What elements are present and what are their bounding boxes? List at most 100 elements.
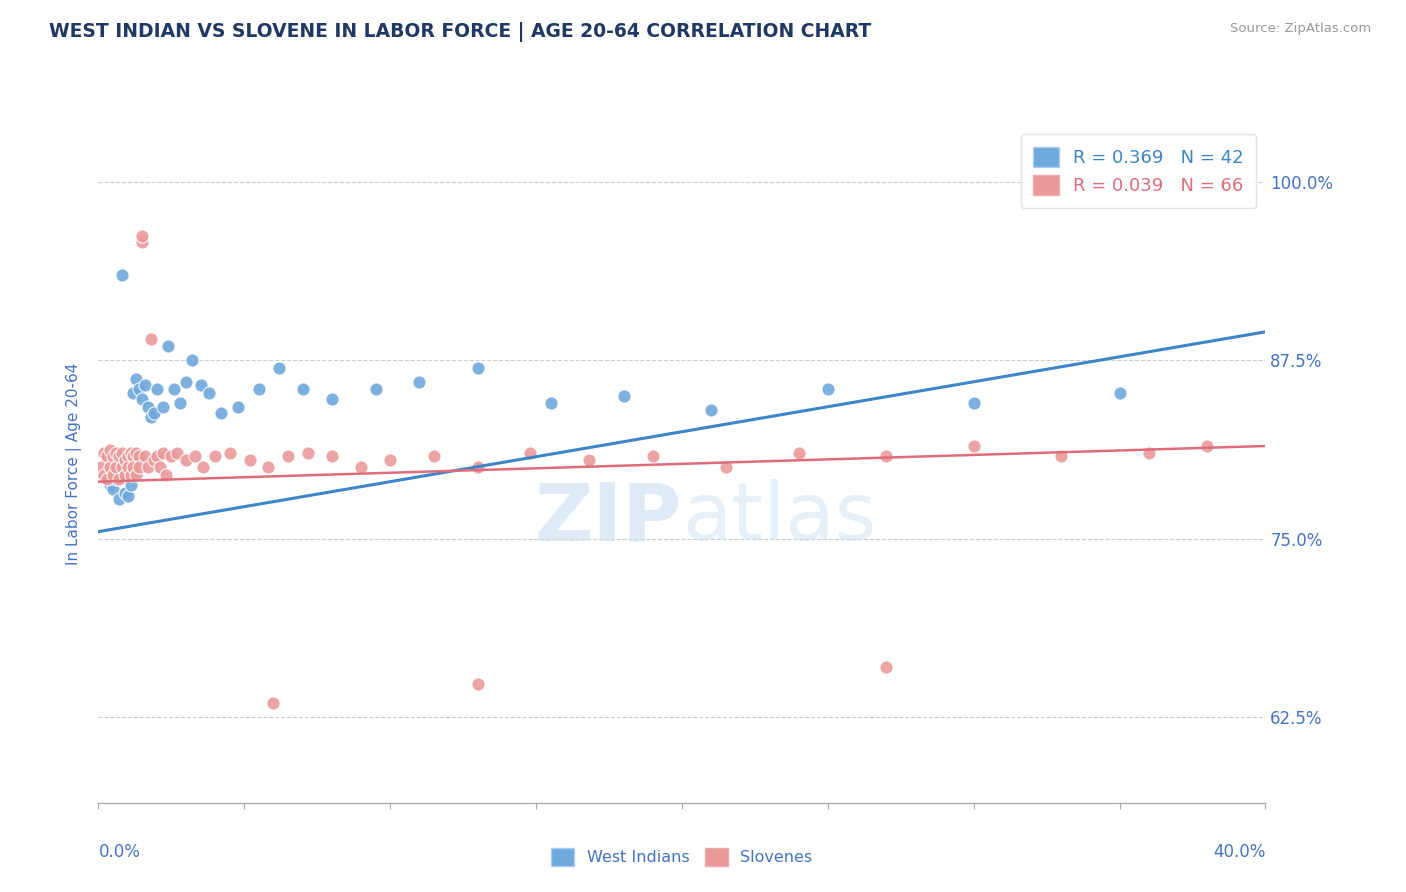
Point xyxy=(962,439,984,453)
Point xyxy=(142,406,165,420)
Point xyxy=(131,235,153,249)
Point xyxy=(128,460,150,475)
Point xyxy=(578,453,600,467)
Point xyxy=(120,446,142,460)
Point xyxy=(423,449,446,463)
Point xyxy=(117,460,139,475)
Point xyxy=(111,446,134,460)
Legend: West Indians, Slovenes: West Indians, Slovenes xyxy=(546,841,818,872)
Point xyxy=(378,453,402,467)
Point xyxy=(122,386,145,401)
Point xyxy=(131,392,153,406)
Point xyxy=(1195,439,1218,453)
Point xyxy=(96,472,118,486)
Point xyxy=(125,467,148,482)
Point xyxy=(180,353,202,368)
Point xyxy=(139,410,162,425)
Point xyxy=(1108,386,1130,401)
Point xyxy=(817,382,839,396)
Point xyxy=(875,660,897,674)
Point xyxy=(128,382,150,396)
Point xyxy=(157,339,180,353)
Text: 40.0%: 40.0% xyxy=(1213,844,1265,862)
Point xyxy=(101,449,124,463)
Point xyxy=(962,396,984,410)
Point xyxy=(108,472,131,486)
Point xyxy=(1050,449,1073,463)
Point xyxy=(519,446,541,460)
Point xyxy=(120,467,142,482)
Point xyxy=(198,386,221,401)
Point xyxy=(104,460,127,475)
Point xyxy=(98,443,121,458)
Point xyxy=(122,460,145,475)
Point xyxy=(139,332,162,346)
Point xyxy=(193,460,215,475)
Point xyxy=(149,460,172,475)
Point xyxy=(155,467,177,482)
Point xyxy=(96,449,118,463)
Text: atlas: atlas xyxy=(682,479,876,558)
Point xyxy=(128,449,150,463)
Point xyxy=(408,375,430,389)
Point xyxy=(787,446,810,460)
Point xyxy=(98,460,121,475)
Point xyxy=(98,477,121,491)
Point xyxy=(114,486,136,500)
Point xyxy=(142,453,165,467)
Point xyxy=(291,382,314,396)
Point xyxy=(96,472,118,486)
Point xyxy=(166,446,188,460)
Point xyxy=(277,449,299,463)
Point xyxy=(108,491,131,506)
Point xyxy=(228,401,250,415)
Point xyxy=(321,449,343,463)
Point xyxy=(111,268,134,282)
Point xyxy=(321,392,343,406)
Point xyxy=(875,449,897,463)
Point xyxy=(136,460,159,475)
Point xyxy=(120,477,142,491)
Point xyxy=(117,449,139,463)
Point xyxy=(183,449,205,463)
Point xyxy=(163,382,186,396)
Point xyxy=(125,372,148,386)
Point xyxy=(364,382,387,396)
Point xyxy=(239,453,262,467)
Point xyxy=(104,446,127,460)
Point xyxy=(262,696,284,710)
Point xyxy=(169,396,191,410)
Point xyxy=(136,401,159,415)
Point xyxy=(269,360,291,375)
Point xyxy=(114,453,136,467)
Point xyxy=(467,360,489,375)
Text: Source: ZipAtlas.com: Source: ZipAtlas.com xyxy=(1230,22,1371,36)
Point xyxy=(104,472,127,486)
Point xyxy=(190,377,212,392)
Point xyxy=(93,467,115,482)
Point xyxy=(160,449,183,463)
Point xyxy=(297,446,319,460)
Point xyxy=(90,460,112,475)
Point xyxy=(1137,446,1160,460)
Text: WEST INDIAN VS SLOVENE IN LABOR FORCE | AGE 20-64 CORRELATION CHART: WEST INDIAN VS SLOVENE IN LABOR FORCE | … xyxy=(49,22,872,42)
Point xyxy=(101,467,124,482)
Point xyxy=(146,382,169,396)
Point xyxy=(218,446,240,460)
Text: 0.0%: 0.0% xyxy=(98,844,141,862)
Point xyxy=(247,382,270,396)
Point xyxy=(134,449,156,463)
Point xyxy=(700,403,723,417)
Text: ZIP: ZIP xyxy=(534,479,682,558)
Point xyxy=(101,482,124,496)
Point xyxy=(204,449,226,463)
Point xyxy=(641,449,664,463)
Y-axis label: In Labor Force | Age 20-64: In Labor Force | Age 20-64 xyxy=(66,363,83,565)
Point xyxy=(714,460,737,475)
Point xyxy=(131,229,153,244)
Point xyxy=(467,460,489,475)
Point xyxy=(174,453,197,467)
Point xyxy=(122,449,145,463)
Point xyxy=(93,467,115,482)
Point xyxy=(350,460,373,475)
